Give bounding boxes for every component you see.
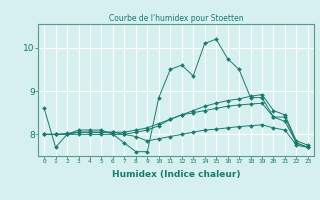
X-axis label: Humidex (Indice chaleur): Humidex (Indice chaleur) [112, 170, 240, 179]
Title: Courbe de l'humidex pour Stoetten: Courbe de l'humidex pour Stoetten [109, 14, 243, 23]
